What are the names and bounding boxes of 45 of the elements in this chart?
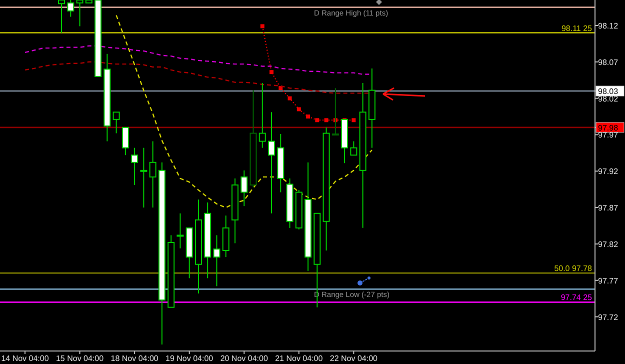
candlestick	[268, 112, 276, 214]
ref-line-label: 50.0 97.78	[554, 264, 593, 274]
point	[260, 24, 264, 28]
candlestick	[58, 0, 66, 34]
candlestick	[222, 215, 230, 258]
point	[270, 70, 274, 74]
point	[315, 118, 320, 122]
x-tick-label: 21 Nov 04:00	[275, 354, 324, 363]
x-tick-label: 18 Nov 04:00	[110, 354, 159, 363]
point	[288, 96, 292, 100]
y-tick-label: 97.87	[598, 204, 619, 213]
x-tick-label: 22 Nov 04:00	[330, 354, 378, 363]
point	[296, 107, 301, 112]
candlestick	[122, 126, 129, 156]
candlestick	[67, 0, 74, 18]
candlestick	[131, 147, 138, 186]
candlestick	[176, 212, 184, 249]
candlestick	[240, 170, 248, 207]
candlestick	[76, 0, 84, 27]
y-tick-label: 97.92	[598, 167, 619, 176]
y-tick-label: 98.03	[598, 87, 619, 96]
y-tick-label: 98.07	[598, 58, 619, 67]
y-tick-label: 97.82	[598, 240, 619, 249]
point	[306, 114, 310, 119]
y-tick-label: 98.12	[598, 21, 619, 30]
y-tick-label: 98.02	[598, 94, 619, 104]
point	[324, 118, 328, 122]
candlestick	[350, 140, 358, 156]
point	[352, 118, 356, 122]
candlestick	[213, 234, 220, 287]
x-tick-label: 20 Nov 04:00	[220, 354, 268, 363]
y-tick-label: 97.72	[598, 312, 619, 322]
x-tick-label: 19 Nov 04:00	[166, 354, 214, 363]
ref-line-label: 97.74 25	[560, 293, 593, 302]
candlestick	[112, 112, 120, 134]
candlestick	[149, 140, 156, 208]
y-tick-label: 97.77	[598, 276, 619, 286]
x-tick-label: 15 Nov 04:00	[56, 354, 104, 363]
candlestick	[140, 147, 148, 208]
x-tick-label: 14 Nov 04:00	[1, 354, 50, 363]
y-tick-label: 97.97	[598, 130, 619, 140]
ref-line-label: 98.11 25	[561, 24, 593, 33]
point	[278, 86, 283, 90]
candlestick	[258, 82, 266, 148]
y-tick-label: 97.98	[598, 123, 619, 132]
